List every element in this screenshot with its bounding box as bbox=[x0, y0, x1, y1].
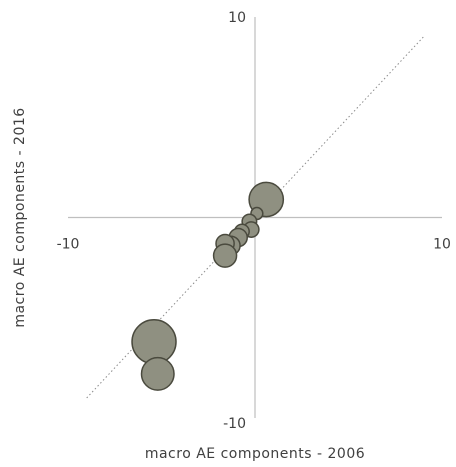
bubble-0-10 bbox=[140, 356, 175, 391]
y-tick-label-min: -10 bbox=[223, 416, 246, 432]
y-axis-title: macro AE components - 2016 bbox=[12, 107, 28, 327]
bubble-0-8 bbox=[212, 243, 238, 268]
y-tick-label-max: 10 bbox=[228, 10, 246, 26]
x-tick-label-max: 10 bbox=[433, 237, 451, 253]
x-axis-title: macro AE components - 2006 bbox=[145, 446, 365, 462]
bubble-0-9 bbox=[131, 319, 177, 365]
x-tick-label-min: -10 bbox=[57, 237, 80, 253]
bubbles-group bbox=[131, 181, 285, 391]
